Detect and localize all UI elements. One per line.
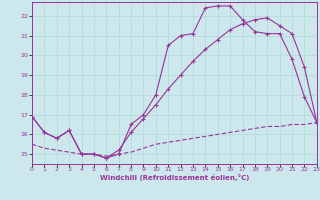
X-axis label: Windchill (Refroidissement éolien,°C): Windchill (Refroidissement éolien,°C)	[100, 174, 249, 181]
